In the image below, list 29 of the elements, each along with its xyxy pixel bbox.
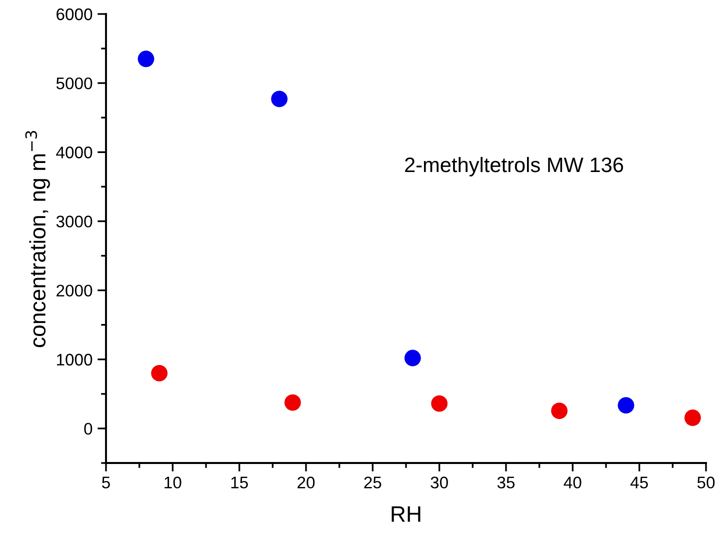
y-tick-label: 0 [84, 422, 92, 435]
y-tick-label: 4000 [56, 146, 92, 158]
point [284, 394, 301, 411]
y-tick-label: 6000 [56, 8, 92, 20]
x-tick-label: 50 [697, 476, 715, 488]
point [684, 410, 701, 426]
x-tick-label: 15 [231, 476, 248, 488]
x-tick-label: 40 [564, 476, 582, 488]
y-axis-title: concentration, ng m$^{−3}$ [25, 130, 50, 348]
x-tick-label: 10 [164, 476, 182, 488]
x-tick-label: 35 [497, 476, 515, 488]
point [138, 50, 154, 68]
point [551, 402, 568, 420]
y-tick-label: 3000 [56, 216, 92, 228]
annotation: 2-methyltetrols MW 136 [405, 156, 624, 176]
x-axis-title: RH [392, 506, 420, 522]
y-tick-label: 5000 [56, 77, 92, 90]
x-tick-label: 30 [430, 476, 448, 488]
x-tick-label: 5 [102, 476, 110, 488]
point [431, 395, 448, 412]
y-tick-label: 1000 [57, 354, 92, 366]
point [618, 397, 634, 414]
x-tick-label: 45 [630, 476, 648, 488]
point [404, 350, 421, 366]
x-tick-label: 25 [364, 476, 382, 488]
x-tick-label: 20 [298, 476, 315, 488]
point [151, 364, 168, 382]
y-tick-label: 2000 [56, 284, 92, 297]
point [271, 90, 288, 108]
